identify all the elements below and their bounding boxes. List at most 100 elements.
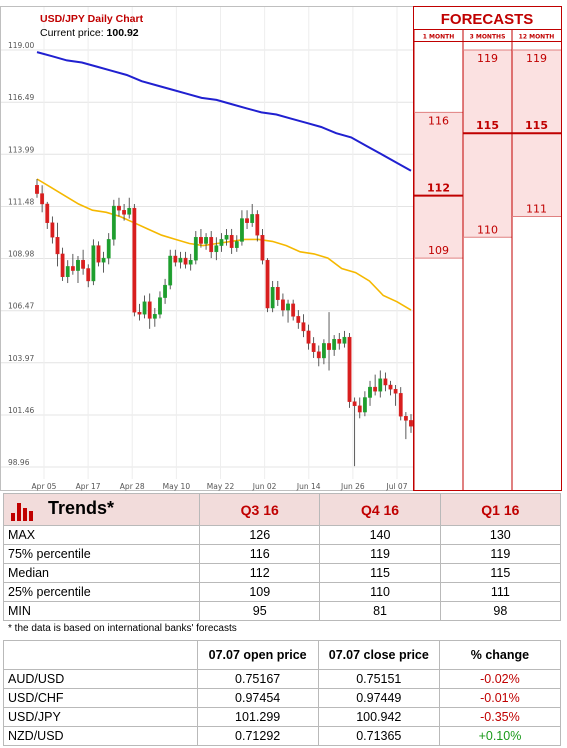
- col-open: 07.07 open price: [196, 640, 319, 670]
- cell: 119: [319, 544, 441, 564]
- candle: [193, 231, 198, 265]
- y-axis-ticks: 119.00 116.49 113.99 111.48 108.98 106.47 103.…: [8, 41, 34, 467]
- cell: 140: [319, 525, 441, 545]
- candle: [132, 203, 137, 317]
- forecast-column-label: 3 MONTHS: [470, 34, 506, 41]
- candle: [111, 199, 116, 246]
- candle: [393, 385, 398, 406]
- moving-average-fast-line: [36, 178, 412, 311]
- candle: [245, 210, 249, 229]
- y-tick-label: 101.46: [8, 406, 34, 415]
- cell: 109: [199, 582, 321, 602]
- forecast-title: FORECASTS: [441, 11, 534, 28]
- candle: [204, 233, 208, 250]
- forecast-column-label: 1 MONTH: [423, 34, 454, 41]
- candle: [388, 380, 393, 396]
- candle: [373, 374, 378, 396]
- forecast-low-label: 111: [526, 202, 547, 215]
- candle: [224, 228, 229, 246]
- cell: 95: [199, 601, 321, 621]
- close-price: 100.942: [317, 707, 440, 727]
- candle: [383, 372, 388, 392]
- table-row: Median 112 115 115: [2, 563, 562, 583]
- forecast-median-label: 115: [476, 119, 499, 132]
- x-tick-label: Jul 07: [386, 482, 408, 491]
- row-label: MIN: [2, 601, 201, 621]
- candle: [316, 345, 321, 367]
- fx-corner-cell: [3, 640, 198, 670]
- x-tick-label: Jun 14: [296, 482, 321, 491]
- candle: [168, 249, 173, 290]
- grid-lines: [1, 7, 413, 479]
- moving-average-slow-line: [36, 51, 412, 172]
- x-axis-ticks: Apr 05 Apr 17 Apr 28 May 10 May 22 Jun 02 Jun …: [32, 482, 408, 491]
- cell: 112: [199, 563, 321, 583]
- candle: [337, 332, 342, 350]
- candle: [70, 253, 75, 275]
- candle: [409, 414, 413, 433]
- candle: [347, 332, 352, 408]
- candle: [301, 314, 306, 338]
- table-row: AUD/USD 0.75167 0.75151 -0.02%: [3, 669, 562, 689]
- candle: [55, 222, 60, 267]
- candle: [403, 412, 408, 440]
- candle: [173, 249, 178, 267]
- candle: [398, 387, 403, 421]
- candle: [260, 228, 265, 265]
- forecast-high-label: 119: [526, 52, 547, 65]
- bar-chart-icon: [11, 502, 33, 521]
- candle: [214, 237, 219, 261]
- candle: [306, 324, 311, 350]
- candle: [40, 185, 45, 213]
- open-price: 0.71292: [196, 726, 319, 746]
- candle: [35, 179, 39, 198]
- pair-label: AUD/USD: [3, 669, 198, 689]
- candle: [158, 291, 162, 319]
- candle: [101, 251, 106, 273]
- candle: [265, 258, 270, 313]
- table-row: 75% percentile 116 119 119: [2, 544, 562, 564]
- candle: [60, 247, 65, 281]
- candle: [96, 241, 101, 267]
- fx-header-row: 07.07 open price 07.07 close price % cha…: [3, 640, 562, 670]
- x-tick-label: May 10: [163, 482, 191, 491]
- candle: [117, 197, 121, 217]
- cell: 115: [439, 563, 562, 583]
- candle: [209, 231, 214, 259]
- candle: [45, 201, 50, 229]
- cell: 130: [439, 525, 562, 545]
- x-tick-label: May 22: [207, 482, 235, 491]
- forecast-high-label: 119: [477, 52, 498, 65]
- row-label: 75% percentile: [2, 544, 201, 564]
- cell: 115: [319, 563, 441, 583]
- table-row: 25% percentile 109 110 111: [2, 582, 562, 602]
- y-tick-label: 106.47: [8, 302, 34, 311]
- candle: [91, 239, 96, 286]
- candle: [270, 280, 275, 313]
- y-tick-label: 113.99: [8, 145, 34, 154]
- pct-change: +0.10%: [438, 726, 562, 746]
- candle: [352, 397, 357, 467]
- candle: [234, 235, 239, 252]
- y-tick-label: 98.96: [8, 458, 30, 467]
- candle: [250, 203, 255, 227]
- row-label: MAX: [2, 525, 201, 545]
- candle: [86, 264, 91, 288]
- forecast-column-label: 12 MONTH: [519, 34, 555, 41]
- candle: [147, 293, 152, 329]
- table-row: MAX 126 140 130: [2, 525, 562, 545]
- pair-label: NZD/USD: [3, 726, 198, 746]
- candle: [178, 251, 183, 269]
- candles: [35, 179, 413, 467]
- x-tick-label: Jun 26: [340, 482, 365, 491]
- cell: 110: [319, 582, 441, 602]
- candle: [188, 253, 193, 271]
- forecast-high-label: 116: [428, 114, 449, 127]
- candle: [368, 380, 372, 406]
- candle: [240, 210, 244, 246]
- x-tick-label: Apr 28: [120, 482, 145, 491]
- col-q1: Q1 16: [439, 493, 562, 526]
- cell: 81: [319, 601, 441, 621]
- candle: [327, 312, 331, 371]
- candle: [137, 303, 142, 321]
